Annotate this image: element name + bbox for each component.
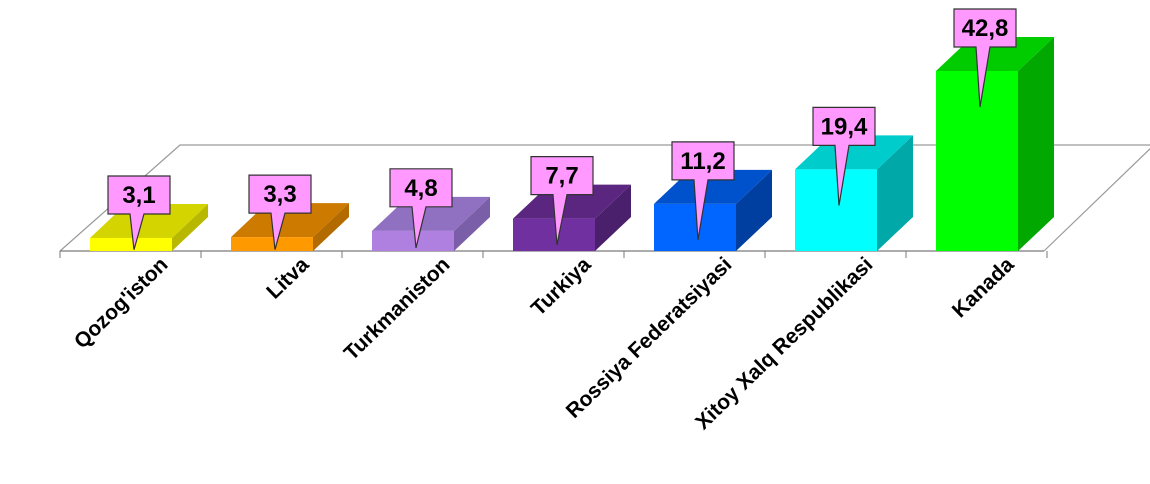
bar-front [936,71,1018,251]
value-label: 3,1 [122,182,155,209]
callout-box [530,156,594,246]
value-callout-1: 3,1 [107,175,171,250]
value-label: 7,7 [545,163,578,190]
value-callouts: 3,1 3,3 4,8 7,7 11,2 19,4 42,8 [107,8,1017,250]
bar-5 [654,169,772,251]
value-callout-2: 3,3 [248,174,312,250]
callout-box [389,168,453,249]
bars [90,37,1054,251]
category-label: Kanada [948,253,1019,322]
bar-front [513,218,595,251]
bar-front [795,169,877,251]
bar-side [172,203,208,251]
bar-7 [936,37,1054,251]
bar-side [595,184,631,251]
callout-box [671,141,735,240]
value-label: 4,8 [404,175,437,202]
callout-box [953,8,1017,108]
value-callout-7: 42,8 [953,8,1017,108]
callout-box [248,174,312,250]
bar-6 [795,135,913,251]
bar-side [454,196,490,251]
category-label: Qozog'iston [70,253,173,353]
bar-front [231,237,313,251]
category-label: Turkiya [527,253,596,321]
bar-front [372,230,454,251]
bar-front [654,203,736,251]
value-label: 11,2 [680,148,725,175]
bar-side [877,135,913,251]
value-callout-4: 7,7 [530,156,594,246]
value-callout-3: 4,8 [389,168,453,249]
bar-front [90,237,172,251]
category-label: Rossiya Federatsiyasi [562,253,737,423]
bar-side [313,203,349,251]
value-callout-5: 11,2 [671,141,735,240]
value-label: 42,8 [962,15,1009,42]
value-callout-6: 19,4 [812,106,876,206]
value-label: 3,3 [263,181,296,208]
callout-box [107,175,171,250]
callout-box [812,106,876,206]
bar-side [736,169,772,251]
bar-side [1018,37,1054,251]
category-label: Litva [262,253,313,304]
category-label: Turkmaniston [340,253,455,365]
category-labels: Qozog'iston Litva Turkmaniston TurkiyaRossi… [70,253,1019,434]
value-label: 19,4 [821,113,868,140]
